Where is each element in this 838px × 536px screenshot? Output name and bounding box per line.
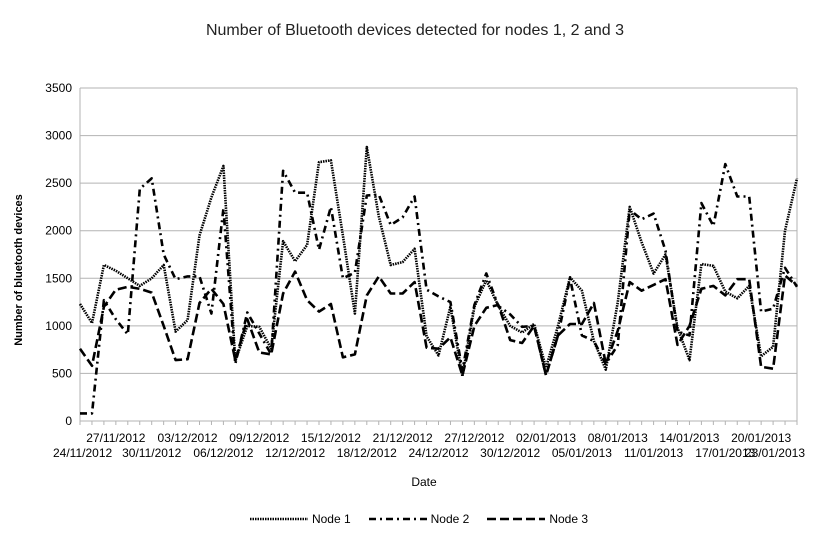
y-tick-label: 500 (52, 366, 72, 380)
legend-label-node-3: Node 3 (549, 512, 589, 526)
legend: Node 1 Node 2 Node 3 (0, 512, 838, 526)
y-tick-label: 2000 (45, 224, 72, 238)
x-tick-label: 18/12/2012 (337, 446, 397, 460)
legend-item-node-1: Node 1 (249, 512, 351, 526)
x-tick-label: 30/12/2012 (480, 446, 540, 460)
x-tick-label: 24/11/2012 (53, 446, 112, 460)
legend-swatch-node-3 (487, 517, 546, 521)
x-tick-label: 12/12/2012 (265, 446, 325, 460)
series-line-node-3 (78, 270, 798, 377)
x-tick-label: 27/12/2012 (444, 431, 504, 445)
y-tick-labels: 0 500 1000 1500 2000 2500 3000 3500 (45, 81, 72, 428)
y-tick-label: 2500 (45, 176, 72, 190)
y-tick-label: 0 (65, 414, 72, 428)
legend-swatch-node-1 (249, 517, 308, 521)
x-axis-label: Date (411, 475, 437, 489)
x-tick-label: 27/11/2012 (86, 431, 145, 445)
series-line-node-2 (80, 162, 799, 415)
x-tick-label: 23/01/2013 (745, 446, 805, 460)
x-tick-label: 09/12/2012 (229, 431, 289, 445)
x-tick-label: 11/01/2013 (624, 446, 683, 460)
legend-item-node-2: Node 2 (368, 512, 470, 526)
x-tick-label: 14/01/2013 (659, 431, 719, 445)
x-tick-label: 06/12/2012 (193, 446, 253, 460)
x-tick-label: 15/12/2012 (301, 431, 361, 445)
x-tick-label: 02/01/2013 (516, 431, 576, 445)
y-tick-label: 1000 (45, 319, 72, 333)
series-line-node-1 (78, 145, 799, 378)
legend-swatch-node-2 (368, 517, 427, 521)
x-tick-label: 17/01/2013 (695, 446, 755, 460)
legend-label-node-1: Node 1 (311, 512, 351, 526)
x-tick-label: 24/12/2012 (408, 446, 468, 460)
y-axis-label: Number of bluetooth devices (13, 194, 25, 346)
x-tick-label: 03/12/2012 (158, 431, 218, 445)
x-tick-label: 05/01/2013 (552, 446, 612, 460)
x-tick-labels: 27/11/2012 03/12/2012 09/12/2012 15/12/2012… (53, 431, 805, 460)
series-lines (78, 145, 799, 415)
x-tick-label: 08/01/2013 (588, 431, 648, 445)
legend-item-node-3: Node 3 (487, 512, 588, 526)
x-tick-label: 21/12/2012 (373, 431, 433, 445)
x-tick-label: 20/01/2013 (731, 431, 791, 445)
x-tick-label: 30/11/2012 (122, 446, 181, 460)
legend-label-node-2: Node 2 (430, 512, 470, 526)
grid-lines (79, 87, 798, 425)
y-tick-label: 1500 (45, 271, 72, 285)
y-tick-label: 3000 (45, 129, 72, 143)
chart-title: Number of Bluetooth devices detected for… (205, 22, 625, 39)
y-tick-label: 3500 (45, 81, 72, 95)
